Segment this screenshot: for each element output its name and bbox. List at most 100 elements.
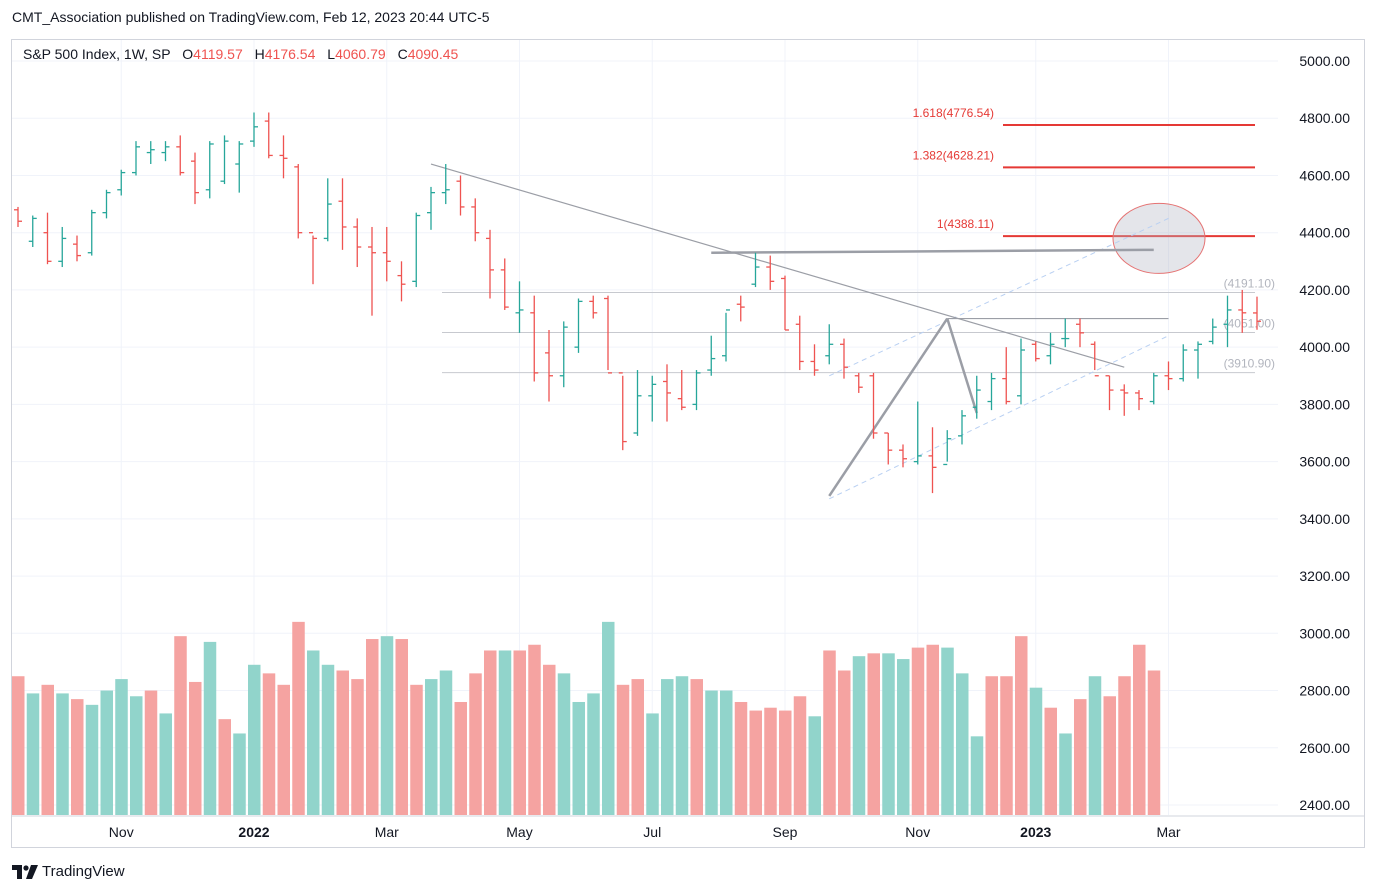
volume-bar: [1133, 644, 1146, 815]
time-tick-label: Nov: [905, 824, 930, 840]
ohlc-bar: [884, 432, 893, 465]
volume-bar: [808, 716, 821, 815]
volume-bar: [292, 621, 305, 815]
volume-bar: [1074, 699, 1087, 815]
volume-bar: [248, 664, 261, 815]
time-tick-label: Sep: [773, 824, 798, 840]
ohlc-bar: [264, 112, 273, 159]
price-tick-label: 3600.00: [1299, 454, 1350, 470]
ohlc-bar: [1223, 295, 1232, 348]
ohlc-bar: [1046, 332, 1055, 365]
volume-bar: [985, 676, 998, 815]
ohlc-bar: [618, 372, 627, 451]
level-label: (3910.90): [1224, 357, 1275, 371]
ohlc-bar: [1194, 341, 1202, 379]
volume-bar: [130, 696, 143, 815]
level-label: (4051.00): [1224, 317, 1275, 331]
ohlc-bar: [205, 141, 214, 199]
ohlc-bar: [574, 298, 583, 353]
ohlc-bar: [928, 427, 937, 494]
ohlc-bar: [146, 141, 155, 165]
volume-bar: [1103, 696, 1116, 815]
resistance-line: [711, 248, 1154, 254]
ohlc-bar: [958, 410, 966, 445]
high-value: 4176.54: [264, 46, 316, 62]
ohlc-bar: [235, 141, 244, 193]
time-tick-label: 2023: [1020, 824, 1051, 840]
high-key: H: [254, 46, 265, 62]
price-tick-label: 4000.00: [1299, 339, 1350, 355]
tradingview-logo-icon: [12, 864, 38, 879]
ohlc-bar: [1238, 289, 1247, 333]
price-tick-label: 2800.00: [1299, 683, 1350, 699]
volume-bar: [1147, 670, 1161, 815]
ohlc-bar: [412, 212, 421, 288]
target-zone: [1112, 202, 1206, 274]
volume-bar: [956, 673, 969, 815]
ohlc-bar: [220, 135, 229, 185]
tradingview-brand[interactable]: TradingView: [12, 863, 125, 880]
volume-bar: [557, 673, 571, 815]
volume-bar: [1059, 733, 1072, 815]
ohlc-bar: [1179, 344, 1188, 382]
ohlc-bar: [692, 370, 701, 411]
ohlc-bar: [176, 135, 185, 176]
volume-bar: [882, 653, 895, 815]
volume-bar: [911, 647, 925, 815]
ohlc-bar: [781, 275, 789, 331]
price-tick-label: 5000.00: [1299, 53, 1350, 69]
volume-bar: [41, 684, 54, 815]
volume-bar: [631, 679, 644, 815]
volume-bar: [484, 650, 497, 815]
volume-bar: [56, 693, 69, 815]
ohlc-bar: [633, 370, 642, 436]
ohlc-bar: [1031, 341, 1040, 362]
price-tick-label: 4400.00: [1299, 225, 1350, 241]
ohlc-bar: [500, 258, 509, 310]
price-tick-label: 3400.00: [1299, 511, 1350, 527]
ohlc-bar: [294, 164, 303, 239]
price-tick-label: 2400.00: [1299, 797, 1350, 813]
volume-bar: [425, 679, 438, 815]
ohlc-bar: [279, 135, 288, 179]
ohlc-bar: [87, 209, 96, 256]
ohlc-bar: [1149, 372, 1158, 405]
time-tick-label: Mar: [1156, 824, 1180, 840]
symbol-label: S&P 500 Index, 1W, SP: [23, 46, 171, 62]
volume-bar: [734, 701, 748, 815]
time-tick-label: Mar: [375, 824, 399, 840]
volume-bar: [897, 659, 910, 815]
ohlc-bar: [1253, 296, 1261, 330]
volume-bar: [336, 670, 349, 815]
ohlc-bar: [722, 309, 730, 362]
low-value: 4060.79: [335, 46, 386, 62]
close-key: C: [397, 46, 408, 62]
time-tick-label: 2022: [238, 824, 269, 840]
ohlc-bar: [589, 295, 598, 319]
time-tick-label: May: [506, 824, 532, 840]
volume-bar: [675, 676, 689, 815]
fib-label: 1.618(4776.54): [913, 106, 994, 120]
ohlc-bar: [309, 232, 317, 285]
ohlc-bar: [825, 324, 834, 365]
ohlc-bar: [397, 261, 406, 302]
volume-bar: [867, 653, 880, 815]
volume-bar: [528, 644, 541, 815]
volume-bar: [513, 650, 526, 815]
ohlc-bar: [14, 206, 22, 227]
price-tick-label: 4800.00: [1299, 110, 1350, 126]
ohlc-bar: [471, 198, 480, 242]
volume-bar: [144, 690, 158, 815]
ohlc-bar: [441, 164, 450, 205]
volume-bar: [395, 639, 408, 815]
ohlc-bar: [677, 370, 686, 411]
ohlc-bar: [854, 372, 863, 393]
ohlc-bar: [368, 226, 376, 316]
volume-bar: [838, 670, 851, 815]
ohlc-bar: [736, 295, 745, 322]
ohlc-bar: [353, 218, 362, 268]
ohlc-bar: [132, 141, 140, 176]
ohlc-bar: [102, 189, 111, 219]
fib-label: 1.382(4628.21): [913, 148, 994, 162]
